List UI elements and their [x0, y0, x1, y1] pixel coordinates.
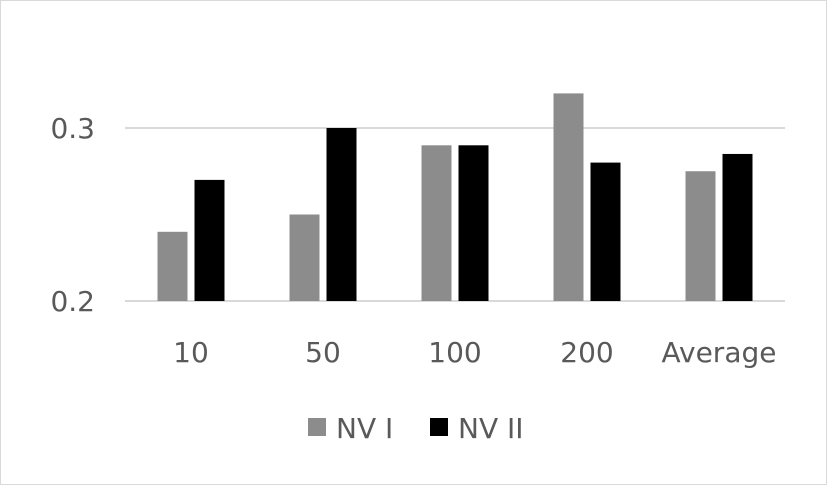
x-tick-label: 10 [173, 336, 209, 369]
y-tick-label: 0.3 [50, 112, 95, 145]
bar-nv-i-average [685, 171, 716, 301]
bar-nv-ii-200 [590, 162, 621, 301]
x-tick-label: Average [662, 336, 777, 369]
bar-nv-i-200 [553, 93, 584, 302]
bar-nv-i-50 [289, 214, 320, 301]
bar-nv-ii-average [722, 153, 753, 301]
y-axis-tick-labels: 0.2 0.3 [50, 112, 95, 318]
legend-label-nv-i: NV I [336, 412, 393, 445]
bars [157, 93, 753, 302]
bar-nv-ii-10 [194, 179, 225, 301]
bar-nv-i-100 [421, 145, 452, 301]
legend: NV I NV II [308, 412, 524, 445]
legend-swatch-nv-ii [430, 418, 448, 436]
y-tick-label: 0.2 [50, 285, 95, 318]
x-tick-label: 50 [305, 336, 341, 369]
legend-swatch-nv-i [308, 418, 326, 436]
x-axis-tick-labels: 10 50 100 200 Average [173, 336, 776, 369]
gridlines [125, 127, 785, 302]
bar-nv-ii-50 [326, 128, 357, 301]
x-tick-label: 200 [560, 336, 613, 369]
legend-label-nv-ii: NV II [458, 412, 524, 445]
bar-nv-i-10 [157, 231, 188, 301]
bar-nv-ii-100 [458, 145, 489, 301]
x-tick-label: 100 [428, 336, 481, 369]
